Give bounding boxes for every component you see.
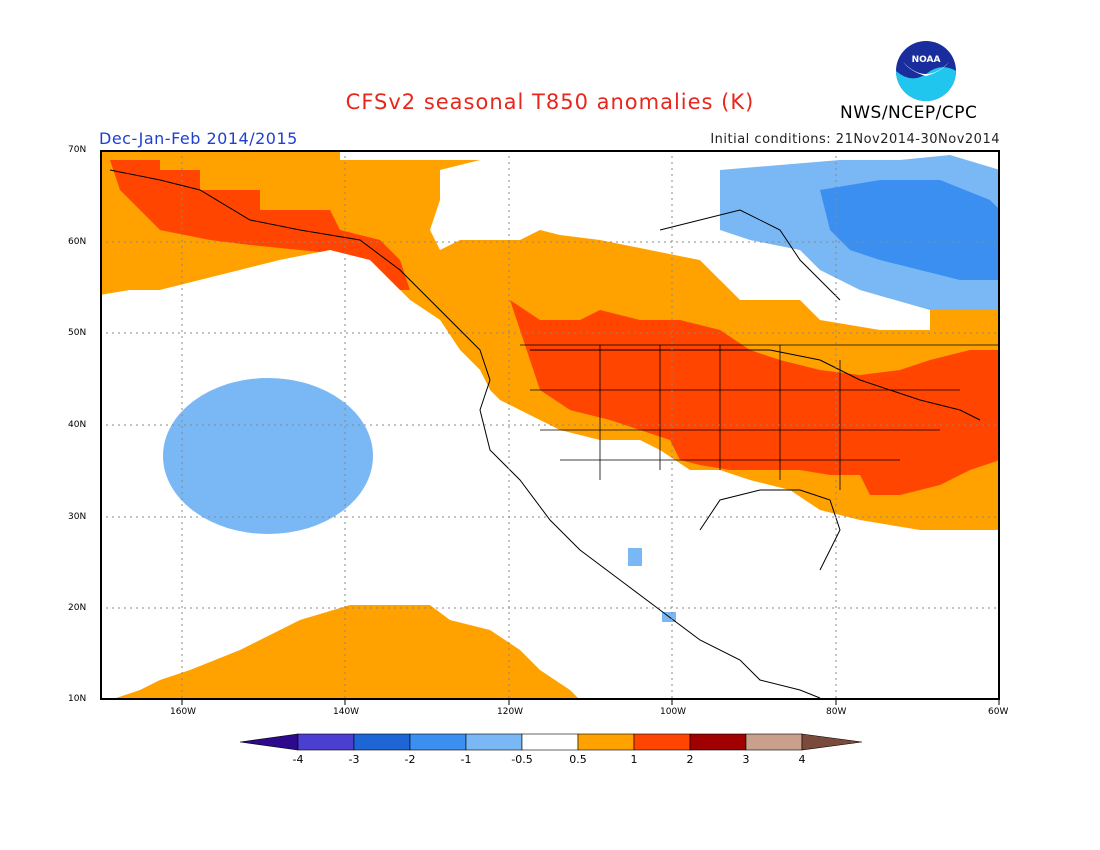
lat-label-60n: 60N	[68, 237, 87, 247]
anomaly-region-blue-small-1	[628, 548, 642, 566]
lat-label-20n: 20N	[68, 603, 87, 613]
colorbar-cell-3	[409, 733, 467, 751]
lat-label-10n: 10N	[68, 694, 87, 704]
lat-label-30n: 30N	[68, 512, 87, 522]
lat-label-70n: 70N	[68, 145, 87, 155]
colorbar-cell-gt-4	[801, 733, 862, 751]
colorbar: -4 -3 -2 -1 -0.5 0.5 1 2 3 4	[240, 733, 862, 766]
lon-label-160w: 160W	[170, 707, 197, 717]
colorbar-label-9: 4	[799, 753, 806, 766]
colorbar-label-5: 0.5	[569, 753, 587, 766]
anomaly-region-blue-dark	[820, 180, 1000, 280]
coastlines	[109, 169, 981, 699]
colorbar-cell-8	[689, 733, 747, 751]
initial-conditions-label: Initial conditions: 21Nov2014-30Nov2014	[710, 132, 1000, 147]
map-title: CFSv2 seasonal T850 anomalies (K)	[345, 90, 755, 114]
colorbar-cell-6	[577, 733, 635, 751]
colorbar-cell-9	[745, 733, 803, 751]
lon-label-120w: 120W	[497, 707, 524, 717]
colorbar-label-2: -2	[405, 753, 416, 766]
grid-lines	[100, 150, 1000, 700]
anomaly-region-blue-pacific	[163, 378, 373, 534]
colorbar-cell-7	[633, 733, 691, 751]
agency-label: NWS/NCEP/CPC	[840, 103, 978, 123]
colorbar-label-4: -0.5	[511, 753, 532, 766]
anomaly-map	[100, 150, 1000, 710]
map-frame	[100, 150, 1000, 700]
anomaly-region-red-us	[510, 300, 1000, 495]
colorbar-label-7: 2	[687, 753, 694, 766]
colorbar-cell-lt-4	[240, 733, 299, 751]
colorbar-label-8: 3	[743, 753, 750, 766]
anomaly-shading	[100, 150, 1000, 710]
noaa-logo-text: NOAA	[912, 55, 941, 65]
lon-label-140w: 140W	[333, 707, 360, 717]
lon-label-80w: 80W	[826, 707, 847, 717]
colorbar-cell-5	[521, 733, 579, 751]
lat-label-50n: 50N	[68, 328, 87, 338]
anomaly-region-red-alaska	[110, 160, 410, 290]
colorbar-cell-1	[297, 733, 355, 751]
colorbar-cell-4	[465, 733, 523, 751]
lon-label-100w: 100W	[660, 707, 687, 717]
lat-label-40n: 40N	[68, 420, 87, 430]
colorbar-label-3: -1	[461, 753, 472, 766]
colorbar-label-1: -3	[349, 753, 360, 766]
colorbar-label-6: 1	[631, 753, 638, 766]
colorbar-label-0: -4	[293, 753, 304, 766]
lon-label-60w: 60W	[988, 707, 1009, 717]
noaa-logo: NOAA	[896, 41, 956, 101]
colorbar-cell-2	[353, 733, 411, 751]
season-label: Dec-Jan-Feb 2014/2015	[99, 129, 298, 148]
anomaly-region-orange-south	[110, 605, 580, 700]
